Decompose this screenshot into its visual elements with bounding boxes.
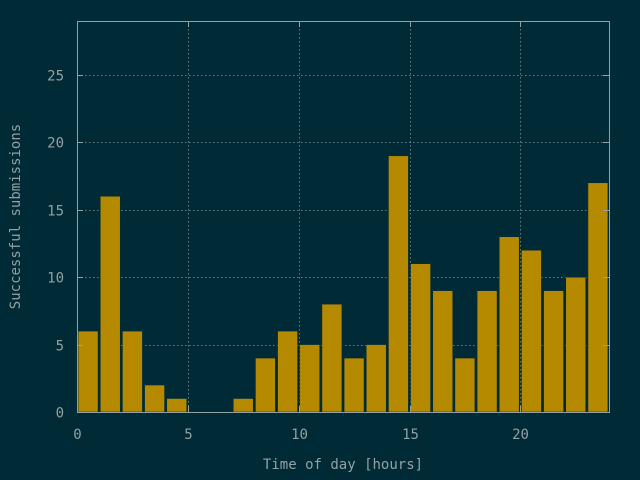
bar: [543, 290, 564, 413]
ticks: 0 5 10 15 20 25 0 5 10 15 20: [47, 21, 609, 443]
bar: [476, 290, 498, 413]
bar: [122, 330, 143, 413]
bar: [388, 155, 409, 413]
bar: [299, 344, 320, 413]
y-tick-label: 15: [47, 204, 64, 220]
bars: [77, 155, 609, 413]
y-tick-label: 20: [47, 136, 64, 152]
plot-frame: [77, 21, 610, 413]
x-tick-label: 0: [73, 427, 81, 443]
y-tick-label: 0: [56, 406, 64, 422]
bar: [233, 398, 254, 413]
bar: [366, 344, 387, 413]
bar: [100, 196, 121, 413]
x-tick-label: 10: [291, 427, 308, 443]
y-tick-label: 10: [47, 271, 64, 287]
x-axis-label: Time of day [hours]: [263, 457, 423, 473]
bar: [77, 330, 99, 413]
x-tick-label: 20: [512, 427, 529, 443]
bar: [144, 384, 165, 413]
bar: [321, 303, 343, 413]
y-tick-label: 5: [56, 339, 64, 355]
grid: [77, 21, 609, 412]
bar: [277, 330, 298, 413]
bar: [343, 357, 365, 413]
bar: [454, 357, 476, 413]
bar: [587, 182, 609, 413]
bar: [565, 276, 586, 413]
bar: [499, 236, 520, 413]
x-tick-label: 15: [402, 427, 419, 443]
axes: [77, 21, 610, 413]
bar: [166, 398, 187, 413]
y-axis-label: Successful submissions: [8, 124, 24, 309]
x-tick-label: 5: [184, 427, 192, 443]
bar: [410, 263, 431, 413]
y-tick-label: 25: [47, 69, 64, 85]
bar: [521, 249, 542, 413]
bar: [255, 357, 276, 413]
bar: [432, 290, 453, 413]
